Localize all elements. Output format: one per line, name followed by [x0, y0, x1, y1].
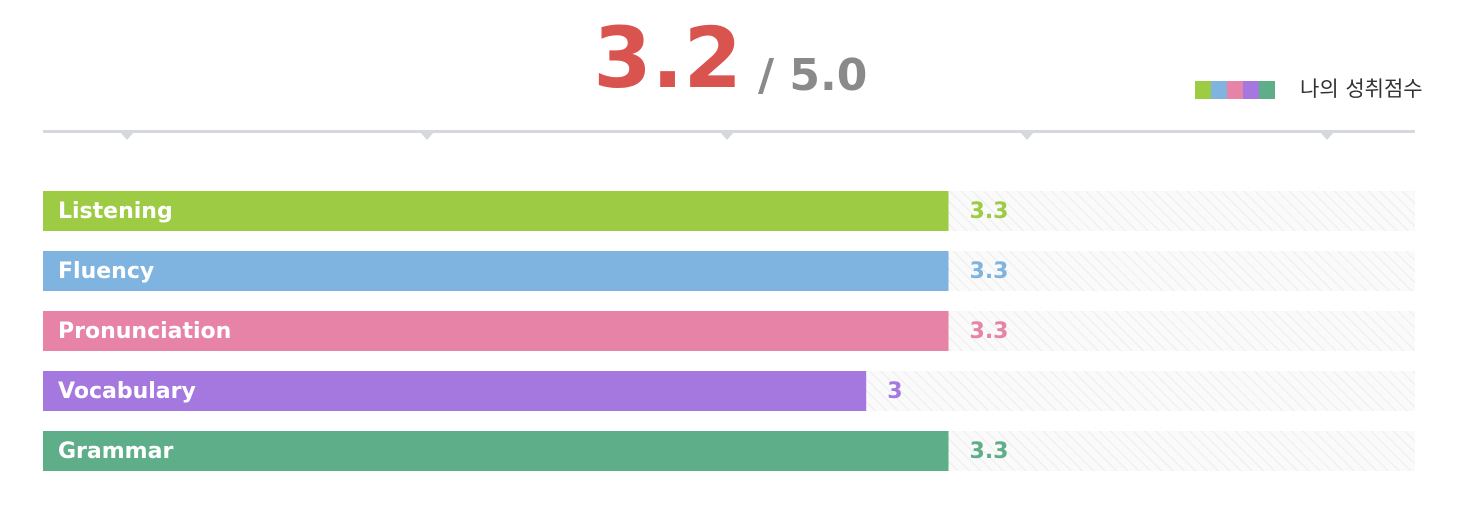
value-label: 3.3 [970, 439, 1009, 464]
bar [43, 191, 949, 231]
bar-label: Pronunciation [58, 319, 231, 344]
overall-score: 3.2 [593, 9, 742, 107]
value-label: 3 [887, 379, 902, 404]
bar-label: Fluency [58, 259, 154, 284]
legend-label: 나의 성취점수 [1300, 77, 1423, 101]
bar-label: Grammar [58, 439, 173, 464]
bar [43, 311, 949, 351]
value-label: 3.3 [970, 259, 1009, 284]
divider-markers [120, 132, 1334, 140]
legend-swatch-color [1211, 81, 1227, 99]
bar-label: Listening [58, 199, 173, 224]
value-label: 3.3 [970, 199, 1009, 224]
bar [43, 371, 867, 411]
legend-swatch-color [1195, 81, 1211, 99]
legend-swatch [1195, 81, 1275, 99]
bar-label: Vocabulary [58, 379, 196, 404]
bar [43, 251, 949, 291]
bar [43, 431, 949, 471]
legend-swatch-color [1259, 81, 1275, 99]
legend-swatch-color [1243, 81, 1259, 99]
overall-max: / 5.0 [758, 50, 867, 101]
value-label: 3.3 [970, 319, 1009, 344]
legend-swatch-color [1227, 81, 1243, 99]
